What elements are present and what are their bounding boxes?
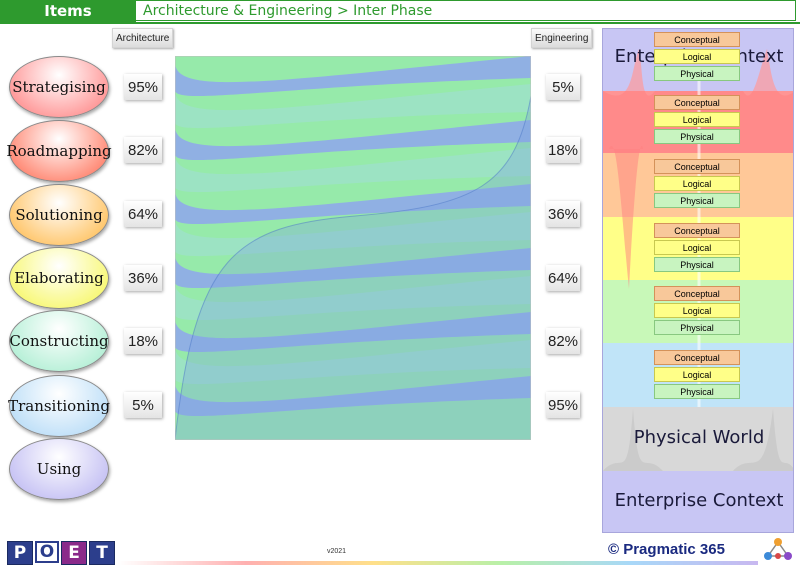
phase-constructing[interactable]: Constructing [9, 310, 109, 372]
architecture-percent-transitioning: 5% [124, 392, 162, 418]
physical-box-1: Physical [654, 66, 740, 81]
logical-box-3: Logical [654, 176, 740, 191]
poet-logo-letter-p: P [7, 541, 33, 565]
version-label: v2021 [327, 548, 347, 555]
conceptual-box-4: Conceptual [654, 223, 740, 238]
logical-box-1: Logical [654, 49, 740, 64]
engineering-percent-strategising: 5% [546, 74, 580, 100]
poet-logo-letter-t: T [89, 541, 115, 565]
engineering-percent-transitioning: 95% [546, 392, 580, 418]
conceptual-box-1: Conceptual [654, 32, 740, 47]
physical-world-label: Physical World [633, 427, 765, 448]
phase-using[interactable]: Using [9, 438, 109, 500]
enterprise-context-panel: Enterprise Context Conceptual Logical Ph… [602, 28, 794, 533]
phase-transitioning[interactable]: Transitioning [8, 375, 110, 437]
logical-box-6: Logical [654, 367, 740, 382]
molecule-icon [764, 538, 792, 560]
footer-rainbow-line [118, 561, 758, 565]
phase-solutioning[interactable]: Solutioning [9, 184, 109, 246]
physical-box-2: Physical [654, 129, 740, 144]
logical-box-5: Logical [654, 303, 740, 318]
physical-box-6: Physical [654, 384, 740, 399]
physical-box-3: Physical [654, 193, 740, 208]
poet-logo: P O E T [7, 541, 115, 565]
logical-box-2: Logical [654, 112, 740, 127]
engineering-percent-solutioning: 36% [546, 201, 580, 227]
architecture-engineering-flow-graphic [175, 56, 531, 440]
breadcrumb-title: Architecture & Engineering > Inter Phase [136, 0, 796, 21]
engineering-percent-roadmapping: 18% [546, 137, 580, 163]
poet-logo-letter-e: E [61, 541, 87, 565]
architecture-column-label: Architecture [112, 28, 174, 48]
logical-box-4: Logical [654, 240, 740, 255]
conceptual-box-6: Conceptual [654, 350, 740, 365]
conceptual-box-5: Conceptual [654, 286, 740, 301]
engineering-percent-constructing: 82% [546, 328, 580, 354]
pragmatic-365-brand: © Pragmatic 365 [608, 541, 725, 558]
phase-strategising[interactable]: Strategising [9, 56, 109, 118]
architecture-percent-constructing: 18% [124, 328, 162, 354]
physical-box-4: Physical [654, 257, 740, 272]
phase-elaborating[interactable]: Elaborating [9, 247, 109, 309]
architecture-percent-solutioning: 64% [124, 201, 162, 227]
conceptual-box-2: Conceptual [654, 95, 740, 110]
enterprise-context-bottom-label: Enterprise Context [614, 490, 784, 511]
architecture-percent-strategising: 95% [124, 74, 162, 100]
poet-logo-letter-o: O [35, 541, 59, 563]
engineering-percent-elaborating: 64% [546, 265, 580, 291]
architecture-percent-elaborating: 36% [124, 265, 162, 291]
engineering-column-label: Engineering [531, 28, 593, 48]
header-divider [0, 22, 800, 24]
conceptual-box-3: Conceptual [654, 159, 740, 174]
architecture-percent-roadmapping: 82% [124, 137, 162, 163]
items-tab[interactable]: Items [0, 0, 136, 22]
physical-box-5: Physical [654, 320, 740, 335]
phase-roadmapping[interactable]: Roadmapping [6, 120, 112, 182]
